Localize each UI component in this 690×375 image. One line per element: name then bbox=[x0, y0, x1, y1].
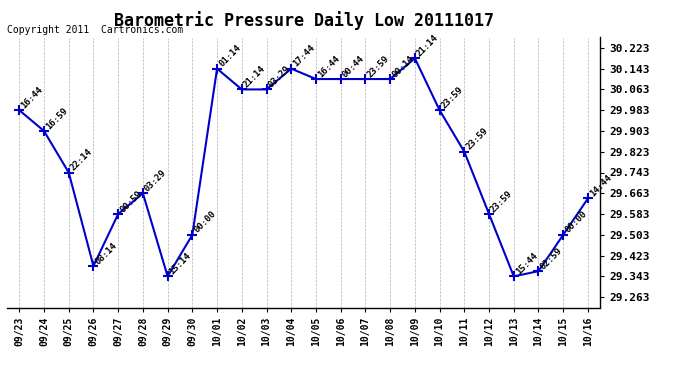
Text: 14:44: 14:44 bbox=[588, 173, 613, 198]
Text: 00:14: 00:14 bbox=[390, 54, 415, 79]
Text: 23:59: 23:59 bbox=[366, 54, 391, 79]
Text: 22:14: 22:14 bbox=[69, 147, 94, 172]
Text: 17:44: 17:44 bbox=[291, 43, 317, 69]
Text: 23:59: 23:59 bbox=[464, 126, 490, 152]
Text: Copyright 2011  Cartronics.com: Copyright 2011 Cartronics.com bbox=[7, 25, 183, 35]
Text: 02:59: 02:59 bbox=[538, 246, 564, 271]
Text: 16:44: 16:44 bbox=[19, 85, 45, 110]
Text: 16:44: 16:44 bbox=[316, 54, 342, 79]
Text: 03:29: 03:29 bbox=[266, 64, 292, 89]
Text: 01:14: 01:14 bbox=[217, 43, 242, 69]
Text: 16:59: 16:59 bbox=[44, 106, 70, 131]
Text: 00:59: 00:59 bbox=[118, 189, 144, 214]
Text: 15:14: 15:14 bbox=[168, 251, 193, 276]
Text: 03:29: 03:29 bbox=[143, 168, 168, 193]
Text: 08:14: 08:14 bbox=[93, 241, 119, 266]
Text: Barometric Pressure Daily Low 20111017: Barometric Pressure Daily Low 20111017 bbox=[114, 11, 493, 30]
Text: 15:44: 15:44 bbox=[514, 251, 539, 276]
Text: 00:00: 00:00 bbox=[563, 210, 589, 235]
Text: 23:59: 23:59 bbox=[489, 189, 515, 214]
Text: 21:14: 21:14 bbox=[241, 64, 267, 89]
Text: 23:59: 23:59 bbox=[440, 85, 465, 110]
Text: 00:44: 00:44 bbox=[341, 54, 366, 79]
Text: 00:00: 00:00 bbox=[193, 210, 218, 235]
Text: 21:14: 21:14 bbox=[415, 33, 440, 58]
